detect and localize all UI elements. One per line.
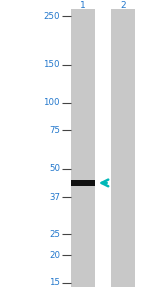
Text: 37: 37 — [49, 193, 60, 202]
Text: 25: 25 — [49, 230, 60, 239]
Text: 250: 250 — [44, 12, 60, 21]
Text: 2: 2 — [120, 1, 126, 11]
Text: 100: 100 — [44, 98, 60, 108]
Text: 1: 1 — [80, 1, 85, 11]
Bar — [70, 180, 94, 186]
Text: 20: 20 — [49, 251, 60, 260]
Bar — [111, 9, 135, 287]
Bar — [70, 9, 94, 287]
Text: 150: 150 — [44, 60, 60, 69]
Text: 15: 15 — [49, 278, 60, 287]
Text: 75: 75 — [49, 126, 60, 135]
Text: 50: 50 — [49, 164, 60, 173]
